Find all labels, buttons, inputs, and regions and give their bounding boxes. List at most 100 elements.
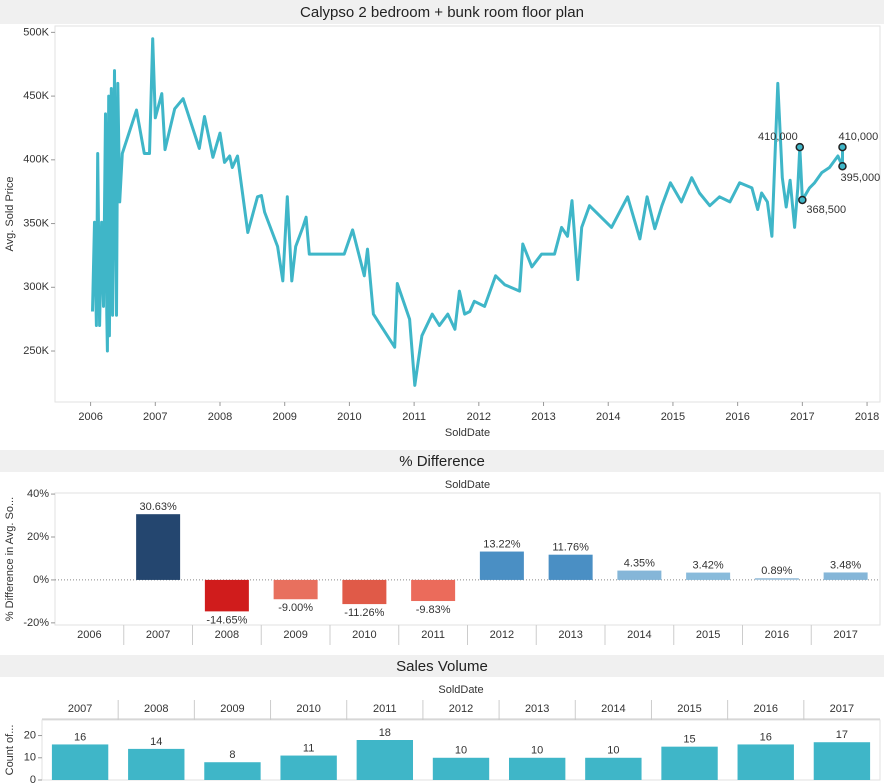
value-label: 30.63% <box>139 501 177 513</box>
x-tick-label: 2016 <box>725 411 749 423</box>
y-axis-label: Avg. Sold Price <box>4 176 16 251</box>
x-tick-label: 2016 <box>765 629 789 641</box>
y-tick-label: 0 <box>30 774 36 784</box>
x-tick-label: 2010 <box>352 629 376 641</box>
value-label: 11 <box>303 742 314 754</box>
highlight-point <box>795 142 805 152</box>
x-axis-label: SoldDate <box>438 684 483 696</box>
bar <box>661 746 718 780</box>
x-tick-label: 2016 <box>753 703 777 715</box>
bar <box>754 578 799 580</box>
bar <box>585 757 642 780</box>
bar <box>508 757 566 780</box>
x-tick-label: 2017 <box>830 703 854 715</box>
x-tick-label: 2012 <box>490 629 514 641</box>
highlight-point <box>838 161 847 171</box>
plot-border <box>54 25 881 403</box>
value-label: 3.48% <box>830 559 861 571</box>
value-label: 15 <box>683 734 695 746</box>
bar <box>411 579 456 602</box>
y-tick-label: -20% <box>23 617 49 629</box>
x-tick-label: 2012 <box>467 411 491 423</box>
x-tick-label: 2011 <box>373 703 397 715</box>
bar <box>136 514 181 580</box>
value-label: 3.42% <box>693 559 724 571</box>
value-label: -14.65% <box>206 614 247 626</box>
bar <box>204 579 249 612</box>
value-label: -9.00% <box>278 602 313 614</box>
bar <box>432 757 490 780</box>
bar <box>548 554 593 580</box>
x-tick-label: 2010 <box>296 703 320 715</box>
x-tick-label: 2009 <box>272 411 296 423</box>
x-tick-label: 2011 <box>402 411 426 423</box>
y-tick-label: 350K <box>23 217 49 229</box>
y-axis-label: % Difference in Avg. So... <box>4 497 16 621</box>
bar <box>356 740 414 780</box>
title-band <box>0 0 884 24</box>
bar <box>617 570 662 580</box>
value-label: 16 <box>760 731 772 743</box>
bar <box>479 551 524 580</box>
value-label: -9.83% <box>416 604 451 616</box>
bar <box>342 579 387 605</box>
y-tick-label: 40% <box>27 488 49 500</box>
y-tick-label: 10 <box>24 752 36 764</box>
x-tick-label: 2011 <box>421 629 445 641</box>
value-label: 8 <box>229 749 235 761</box>
x-tick-label: 2014 <box>601 703 625 715</box>
x-tick-label: 2008 <box>144 703 168 715</box>
x-tick-label: 2017 <box>790 411 814 423</box>
bar <box>280 755 337 780</box>
y-tick-label: 250K <box>23 345 49 357</box>
value-label: 4.35% <box>624 557 655 569</box>
value-label: 10 <box>455 745 467 757</box>
bar <box>51 744 109 780</box>
value-label: 14 <box>150 736 162 748</box>
x-tick-label: 2015 <box>677 703 701 715</box>
value-label: 10 <box>531 745 543 757</box>
y-tick-label: 300K <box>23 281 49 293</box>
bar <box>686 572 731 580</box>
value-label: 16 <box>74 731 86 743</box>
x-tick-label: 2007 <box>146 629 170 641</box>
x-tick-label: 2010 <box>337 411 361 423</box>
x-tick-label: 2009 <box>283 629 307 641</box>
title-band <box>0 655 884 677</box>
value-label: 17 <box>836 729 848 741</box>
x-axis-label: SoldDate <box>445 479 490 491</box>
y-axis-label: Count of... <box>4 725 16 776</box>
x-tick-label: 2013 <box>558 629 582 641</box>
x-tick-label: 2007 <box>68 703 92 715</box>
y-tick-label: 20% <box>27 531 49 543</box>
bar <box>128 748 185 780</box>
value-label: -11.26% <box>344 607 384 619</box>
value-label: 0.89% <box>761 565 792 577</box>
x-tick-label: 2009 <box>220 703 244 715</box>
price-line <box>91 37 844 387</box>
highlight-point <box>838 142 847 152</box>
y-tick-label: 400K <box>23 154 49 166</box>
x-tick-label: 2015 <box>696 629 720 641</box>
x-tick-label: 2017 <box>833 629 857 641</box>
highlight-point <box>798 195 807 205</box>
x-tick-label: 2014 <box>596 411 620 423</box>
chart-title: % Difference <box>399 453 485 470</box>
chart-title: Sales Volume <box>396 658 488 675</box>
chart-title: Calypso 2 bedroom + bunk room floor plan <box>300 4 584 21</box>
annotation-label: 395,000 <box>840 172 880 184</box>
value-label: 11.76% <box>552 542 589 554</box>
value-label: 10 <box>607 745 619 757</box>
x-tick-label: 2014 <box>627 629 651 641</box>
x-tick-label: 2012 <box>449 703 473 715</box>
x-tick-label: 2006 <box>77 629 101 641</box>
title-band <box>0 450 884 472</box>
bar <box>273 579 318 600</box>
x-tick-label: 2015 <box>661 411 685 423</box>
x-tick-label: 2018 <box>855 411 879 423</box>
y-tick-label: 0% <box>33 574 49 586</box>
y-tick-label: 450K <box>23 90 49 102</box>
x-axis-label: SoldDate <box>445 427 490 439</box>
y-tick-label: 500K <box>23 26 49 38</box>
